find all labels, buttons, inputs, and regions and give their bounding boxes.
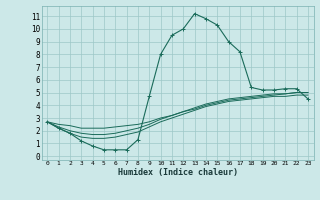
X-axis label: Humidex (Indice chaleur): Humidex (Indice chaleur) [118,168,237,177]
